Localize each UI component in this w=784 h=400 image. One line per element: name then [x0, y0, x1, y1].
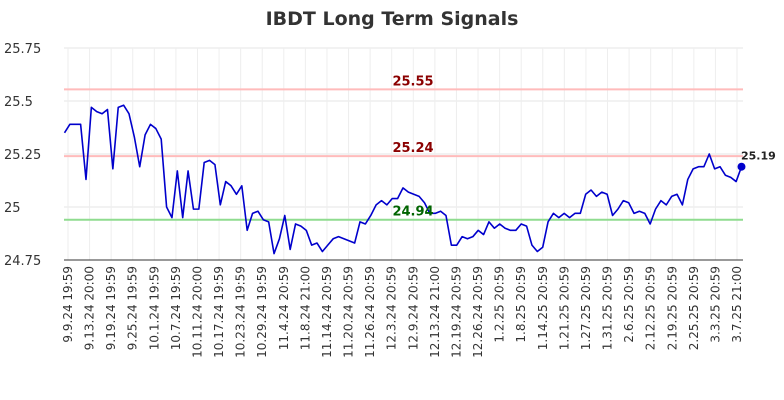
last-point [737, 162, 746, 171]
x-tick-label: 9.9.24 19:59 [61, 266, 75, 343]
x-tick-label: 1.8.25 20:59 [514, 266, 528, 343]
x-tick-label: 9.25.24 19:59 [126, 266, 140, 350]
x-tick-label: 10.29.24 19:59 [255, 266, 269, 358]
y-tick-label: 25 [4, 201, 21, 216]
signal-label: 24.94 [392, 205, 433, 220]
x-tick-label: 1.31.25 20:59 [601, 266, 615, 350]
x-tick-label: 2.6.25 20:59 [622, 266, 636, 343]
signal-label: 25.24 [392, 141, 433, 156]
last-value-label: 25.19 [741, 150, 776, 163]
y-tick-label: 24.75 [4, 254, 41, 269]
x-tick-label: 9.19.24 19:59 [104, 266, 118, 350]
x-tick-label: 11.4.24 20:59 [277, 266, 291, 350]
x-tick-label: 12.26.24 20:59 [471, 266, 485, 358]
x-tick-label: 10.7.24 19:59 [169, 266, 183, 350]
grid [64, 47, 743, 261]
x-tick-label: 10.17.24 19:59 [212, 266, 226, 358]
x-tick-label: 10.1.24 19:59 [147, 266, 161, 350]
x-tick-label: 9.13.24 20:00 [83, 266, 97, 350]
y-tick-label: 25.25 [4, 148, 41, 163]
x-tick-label: 11.14.24 20:59 [320, 266, 334, 358]
x-tick-label: 1.21.25 20:59 [557, 266, 571, 350]
x-tick-label: 10.11.24 20:00 [190, 266, 204, 358]
x-tick-label: 3.3.25 20:59 [708, 266, 722, 343]
x-axis: 9.9.24 19:59 9.13.24 20:00 9.19.24 19:59 9.… [61, 259, 744, 358]
x-tick-label: 12.19.24 20:59 [449, 266, 463, 358]
x-tick-label: 1.14.25 20:59 [536, 266, 550, 350]
x-tick-label: 12.9.24 20:59 [406, 266, 420, 350]
x-tick-label: 10.23.24 19:59 [234, 266, 248, 358]
x-tick-label: 12.13.24 21:00 [428, 266, 442, 358]
series-layer [63, 104, 746, 255]
x-tick-label: 1.2.25 20:59 [493, 266, 507, 343]
signal-lines [64, 88, 743, 221]
signal-labels: 25.55 25.24 24.94 25.19 [392, 74, 775, 219]
chart-title: IBDT Long Term Signals [266, 8, 519, 30]
signal-label: 25.55 [392, 74, 433, 89]
price-line [63, 104, 743, 255]
x-tick-label: 2.12.25 20:59 [644, 266, 658, 350]
y-tick-label: 25.75 [4, 42, 41, 57]
x-tick-label: 11.26.24 20:59 [363, 266, 377, 358]
y-axis: 24.75 25 25.25 25.5 25.75 [4, 42, 41, 269]
x-tick-label: 11.20.24 20:59 [342, 266, 356, 358]
x-tick-label: 11.8.24 21:00 [298, 266, 312, 350]
x-tick-label: 1.27.25 20:59 [579, 266, 593, 350]
x-tick-label: 12.3.24 20:59 [385, 266, 399, 350]
x-tick-label: 3.7.25 21:00 [730, 266, 744, 343]
x-tick-label: 2.19.25 20:59 [665, 266, 679, 350]
y-tick-label: 25.5 [4, 95, 33, 110]
x-tick-label: 2.25.25 20:59 [687, 266, 701, 350]
